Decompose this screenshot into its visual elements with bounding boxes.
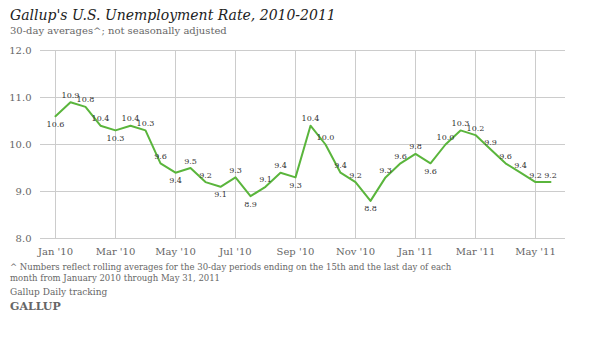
svg-text:10.3: 10.3 [107,134,125,143]
svg-text:10.8: 10.8 [77,95,95,104]
svg-text:10.3: 10.3 [451,119,470,128]
svg-text:10.0: 10.0 [10,139,32,150]
svg-text:10.4: 10.4 [121,114,140,124]
svg-text:9.0: 9.0 [16,186,32,197]
svg-text:10.0: 10.0 [437,133,455,142]
svg-text:9.4: 9.4 [334,161,347,170]
svg-text:Jul '10: Jul '10 [218,246,251,257]
svg-text:9.1: 9.1 [259,175,272,184]
svg-text:9.9: 9.9 [484,138,497,147]
svg-text:8.0: 8.0 [16,233,32,244]
svg-text:9.4: 9.4 [274,161,287,170]
svg-text:9.2: 9.2 [349,171,362,180]
svg-text:Sep '10: Sep '10 [277,246,315,257]
html-text:Gallup Daily tracking: Gallup Daily tracking [10,287,108,297]
svg-text:10.2: 10.2 [467,124,485,133]
svg-text:May '10: May '10 [155,246,196,257]
svg-text:Nov '10: Nov '10 [336,246,375,257]
svg-text:12.0: 12.0 [10,45,32,56]
svg-text:10.4: 10.4 [92,114,110,123]
svg-text:9.5: 9.5 [184,157,197,166]
svg-text:9.4: 9.4 [169,176,182,185]
html-text:30-day averages^; not seasonal: 30-day averages^; not seasonally adjuste… [10,25,227,36]
svg-text:9.6: 9.6 [424,167,437,176]
svg-text:9.4: 9.4 [514,161,527,170]
svg-text:Mar '10: Mar '10 [96,246,136,257]
svg-text:11.0: 11.0 [10,92,32,103]
svg-text:10.3: 10.3 [137,119,155,128]
svg-text:10.6: 10.6 [47,120,65,129]
svg-text:9.6: 9.6 [394,152,407,161]
svg-text:10.0: 10.0 [317,133,335,142]
html-text:Gallup's U.S. Unemployment Rat: Gallup's U.S. Unemployment Rate, 2010-20… [10,7,336,23]
svg-text:9.2: 9.2 [544,171,557,180]
svg-text:9.3: 9.3 [289,181,302,190]
svg-text:9.6: 9.6 [154,152,167,161]
svg-text:8.8: 8.8 [364,204,377,213]
svg-text:9.1: 9.1 [214,190,227,199]
svg-text:9.3: 9.3 [229,166,242,175]
svg-text:9.8: 9.8 [409,142,422,151]
svg-text:9.6: 9.6 [499,152,512,161]
svg-text:Jan '11: Jan '11 [397,246,433,257]
html-text:GALLUP: GALLUP [10,300,61,313]
svg-text:8.9: 8.9 [244,200,257,209]
svg-text:May '11: May '11 [515,246,556,257]
svg-text:9.3: 9.3 [379,166,392,175]
svg-text:10.4: 10.4 [302,114,320,123]
svg-text:Jan '10: Jan '10 [37,246,73,257]
svg-text:9.2: 9.2 [199,171,212,180]
html-text:^ Numbers reflect rolling aver: ^ Numbers reflect rolling averages for t… [10,262,452,283]
svg-text:Mar '11: Mar '11 [456,246,496,257]
svg-text:9.2: 9.2 [529,171,542,180]
svg-text:10.9: 10.9 [61,90,80,100]
